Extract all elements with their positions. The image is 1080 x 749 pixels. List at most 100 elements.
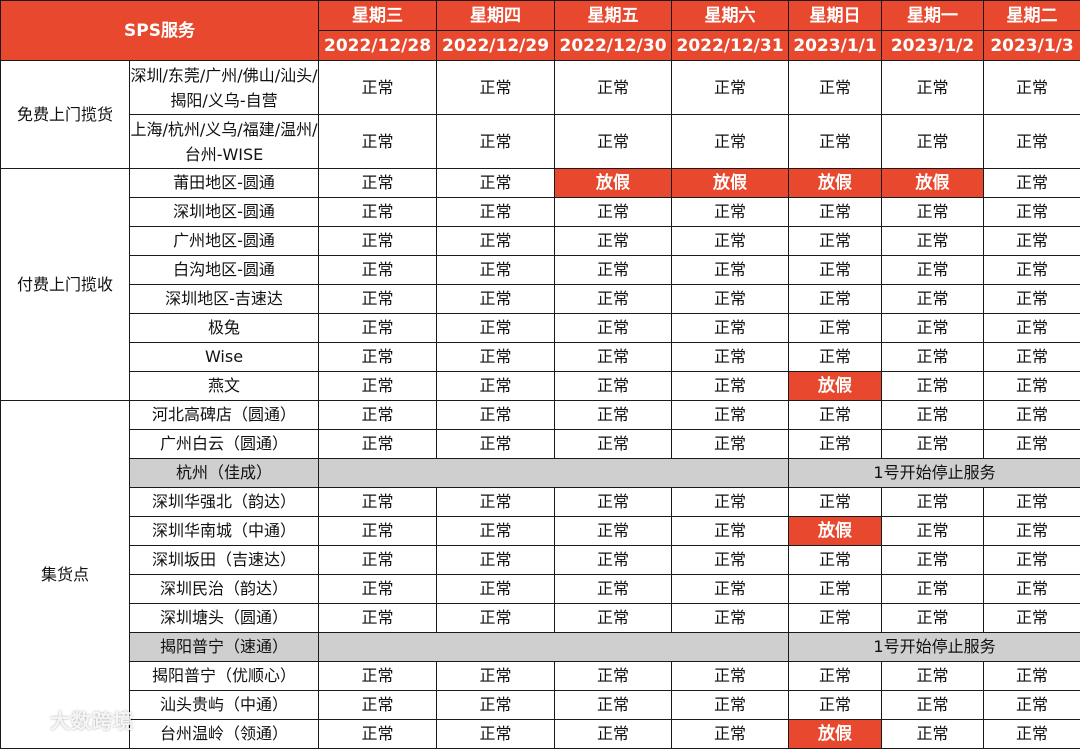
date-header: 2022/12/31 bbox=[672, 31, 789, 61]
status-cell: 正常 bbox=[555, 256, 672, 285]
holiday-status-cell: 放假 bbox=[672, 169, 789, 198]
service-name-cell: 上海/杭州/义乌/福建/温州/台州-WISE bbox=[130, 115, 319, 169]
status-cell: 正常 bbox=[882, 575, 984, 604]
status-cell: 正常 bbox=[789, 662, 882, 691]
status-cell: 正常 bbox=[984, 285, 1080, 314]
status-cell: 正常 bbox=[984, 575, 1080, 604]
table-row: 广州地区-圆通正常正常正常正常正常正常正常 bbox=[1, 227, 1080, 256]
service-name-cell: 深圳华强北（韵达） bbox=[130, 488, 319, 517]
status-cell: 正常 bbox=[437, 546, 555, 575]
status-cell: 正常 bbox=[672, 662, 789, 691]
watermark: 大数跨境 bbox=[8, 705, 134, 734]
service-name-cell: 揭阳普宁（优顺心） bbox=[130, 662, 319, 691]
status-cell: 正常 bbox=[882, 430, 984, 459]
date-header: 2022/12/29 bbox=[437, 31, 555, 61]
status-cell: 正常 bbox=[672, 372, 789, 401]
status-cell: 正常 bbox=[882, 720, 984, 749]
status-cell: 正常 bbox=[882, 691, 984, 720]
status-cell: 正常 bbox=[437, 227, 555, 256]
service-name-cell: 深圳华南城（中通） bbox=[130, 517, 319, 546]
status-cell: 正常 bbox=[319, 546, 437, 575]
table-row: 深圳华强北（韵达）正常正常正常正常正常正常正常 bbox=[1, 488, 1080, 517]
status-cell: 正常 bbox=[437, 662, 555, 691]
status-cell: 正常 bbox=[555, 198, 672, 227]
status-cell: 正常 bbox=[555, 372, 672, 401]
service-name-cell: 深圳坂田（吉速达） bbox=[130, 546, 319, 575]
table-row: 揭阳普宁（速通）1号开始停止服务 bbox=[1, 633, 1080, 662]
status-cell: 正常 bbox=[984, 517, 1080, 546]
service-name-cell: 揭阳普宁（速通） bbox=[130, 633, 319, 662]
status-cell: 正常 bbox=[555, 517, 672, 546]
status-cell: 正常 bbox=[555, 430, 672, 459]
status-cell: 正常 bbox=[882, 604, 984, 633]
status-cell: 正常 bbox=[882, 61, 984, 115]
status-cell: 正常 bbox=[882, 198, 984, 227]
date-header: 2022/12/28 bbox=[319, 31, 437, 61]
status-cell: 正常 bbox=[319, 662, 437, 691]
service-name-cell: 莆田地区-圆通 bbox=[130, 169, 319, 198]
status-cell: 正常 bbox=[319, 604, 437, 633]
date-header: 2023/1/2 bbox=[882, 31, 984, 61]
status-cell: 正常 bbox=[319, 430, 437, 459]
status-cell: 正常 bbox=[555, 401, 672, 430]
status-cell: 正常 bbox=[319, 343, 437, 372]
status-cell: 正常 bbox=[789, 285, 882, 314]
status-cell: 正常 bbox=[789, 575, 882, 604]
holiday-status-cell: 放假 bbox=[789, 720, 882, 749]
holiday-status-cell: 放假 bbox=[789, 372, 882, 401]
watermark-text: 大数跨境 bbox=[50, 709, 134, 733]
weekday-header: 星期日 bbox=[789, 1, 882, 31]
status-cell: 正常 bbox=[555, 115, 672, 169]
status-cell: 正常 bbox=[984, 256, 1080, 285]
status-cell: 正常 bbox=[437, 343, 555, 372]
status-cell: 正常 bbox=[319, 256, 437, 285]
status-cell: 正常 bbox=[984, 720, 1080, 749]
service-header: SPS服务 bbox=[1, 1, 319, 61]
table-row: 深圳坂田（吉速达）正常正常正常正常正常正常正常 bbox=[1, 546, 1080, 575]
status-cell: 正常 bbox=[319, 517, 437, 546]
status-cell: 正常 bbox=[789, 256, 882, 285]
table-row: 极兔正常正常正常正常正常正常正常 bbox=[1, 314, 1080, 343]
status-cell: 正常 bbox=[672, 256, 789, 285]
weekday-header: 星期二 bbox=[984, 1, 1080, 31]
status-cell: 正常 bbox=[437, 115, 555, 169]
service-name-cell: 汕头贵屿（中通） bbox=[130, 691, 319, 720]
service-name-cell: 广州地区-圆通 bbox=[130, 227, 319, 256]
service-name-cell: 深圳塘头（圆通） bbox=[130, 604, 319, 633]
status-cell: 正常 bbox=[319, 198, 437, 227]
table-row: 揭阳普宁（优顺心）正常正常正常正常正常正常正常 bbox=[1, 662, 1080, 691]
status-cell: 正常 bbox=[984, 343, 1080, 372]
status-cell: 正常 bbox=[555, 546, 672, 575]
status-cell: 正常 bbox=[672, 575, 789, 604]
status-cell: 正常 bbox=[882, 285, 984, 314]
holiday-status-cell: 放假 bbox=[882, 169, 984, 198]
status-cell: 正常 bbox=[319, 401, 437, 430]
status-cell: 正常 bbox=[672, 401, 789, 430]
service-name-cell: 燕文 bbox=[130, 372, 319, 401]
date-header: 2023/1/1 bbox=[789, 31, 882, 61]
status-cell: 正常 bbox=[882, 115, 984, 169]
table-row: 付费上门揽收莆田地区-圆通正常正常放假放假放假放假正常 bbox=[1, 169, 1080, 198]
status-cell: 正常 bbox=[882, 314, 984, 343]
status-cell: 正常 bbox=[437, 575, 555, 604]
status-cell: 正常 bbox=[882, 488, 984, 517]
status-cell: 正常 bbox=[319, 227, 437, 256]
status-cell: 正常 bbox=[555, 662, 672, 691]
service-name-cell: 杭州（佳成） bbox=[130, 459, 319, 488]
status-cell: 正常 bbox=[984, 401, 1080, 430]
status-cell: 正常 bbox=[882, 546, 984, 575]
status-cell: 正常 bbox=[882, 662, 984, 691]
status-cell: 正常 bbox=[437, 720, 555, 749]
status-cell: 正常 bbox=[672, 285, 789, 314]
status-cell: 正常 bbox=[672, 517, 789, 546]
status-cell: 正常 bbox=[672, 61, 789, 115]
status-cell: 正常 bbox=[319, 169, 437, 198]
status-cell: 正常 bbox=[984, 169, 1080, 198]
status-cell: 正常 bbox=[789, 314, 882, 343]
status-cell: 正常 bbox=[555, 575, 672, 604]
table-row: 深圳塘头（圆通）正常正常正常正常正常正常正常 bbox=[1, 604, 1080, 633]
status-cell: 正常 bbox=[672, 546, 789, 575]
status-cell: 正常 bbox=[789, 227, 882, 256]
